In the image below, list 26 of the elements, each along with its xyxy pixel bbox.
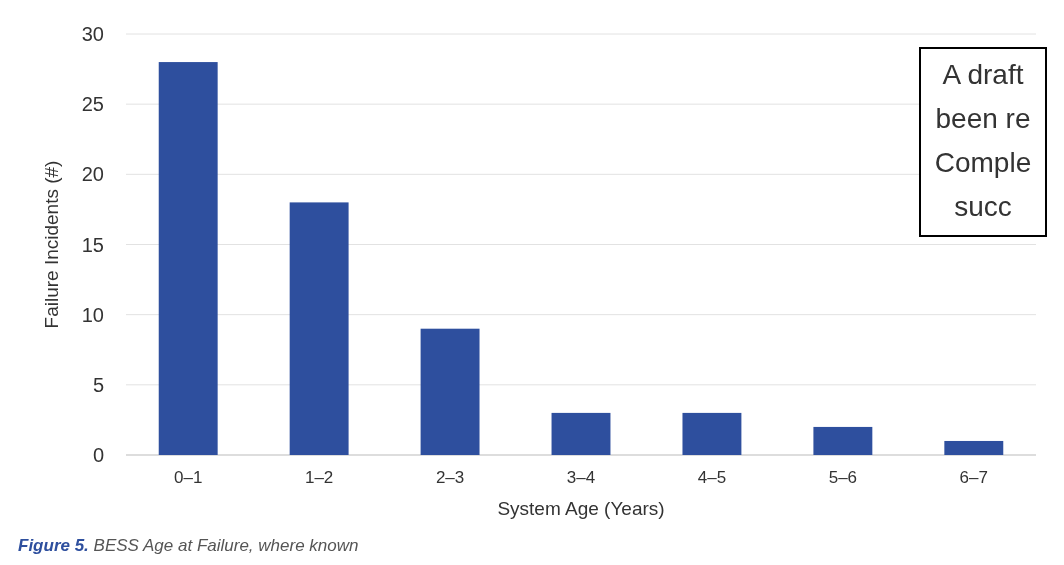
bar	[158, 62, 218, 455]
x-axis-title: System Age (Years)	[497, 498, 665, 519]
y-tick-label: 10	[81, 303, 104, 326]
bar	[813, 426, 873, 455]
bar	[944, 440, 1004, 455]
x-tick-label: 1–2	[304, 468, 334, 487]
bar	[420, 328, 480, 455]
x-tick-label: 2–3	[435, 468, 465, 487]
bar	[289, 202, 349, 455]
y-axis-title: Failure Incidents (#)	[41, 160, 62, 329]
x-tick-label: 5–6	[828, 468, 858, 487]
bar	[682, 412, 742, 455]
bar	[551, 412, 611, 455]
y-tick-label: 0	[92, 444, 104, 466]
y-tick-label: 15	[81, 233, 104, 256]
y-tick-label: 5	[92, 373, 104, 396]
caption: Figure 5.	[18, 536, 89, 555]
y-tick-label: 20	[81, 163, 104, 186]
y-tick-label: 25	[81, 93, 104, 116]
x-tick-label: 6–7	[959, 468, 988, 487]
x-tick-label: 0–1	[174, 468, 203, 487]
text: BESS Age at Failure, where known	[88, 536, 359, 555]
x-tick-label: 3–4	[566, 468, 596, 487]
x-tick-label: 4–5	[697, 468, 727, 487]
y-tick-label: 30	[81, 23, 104, 45]
annotation: A draft been re Comple succ	[934, 59, 1032, 222]
